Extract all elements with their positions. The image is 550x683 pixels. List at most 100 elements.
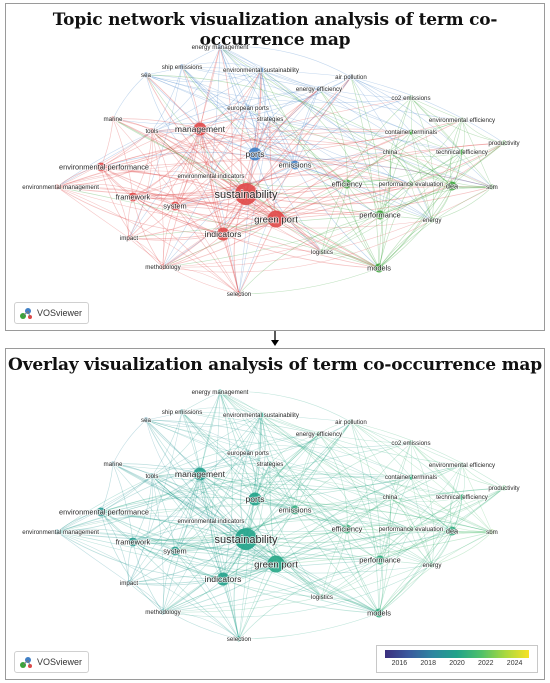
node-emissions[interactable] <box>290 505 300 515</box>
node-productivity[interactable] <box>501 140 507 146</box>
overlay-panel: Overlay visualization analysis of term c… <box>5 348 545 680</box>
node-environmental-indicators[interactable] <box>208 518 214 524</box>
node-emissions[interactable] <box>290 160 300 170</box>
node-environmental-efficiency[interactable] <box>459 117 465 123</box>
node-performance[interactable] <box>375 210 385 220</box>
node-indicators[interactable] <box>216 227 230 241</box>
node-energy-management[interactable] <box>217 44 223 50</box>
node-tools[interactable] <box>149 128 155 134</box>
node-efficiency[interactable] <box>342 524 352 534</box>
node-models[interactable] <box>374 608 384 618</box>
node-sbm[interactable] <box>489 184 495 190</box>
node-models[interactable] <box>374 263 384 273</box>
node-ship-emissions[interactable] <box>179 409 185 415</box>
node-european-ports[interactable] <box>245 105 251 111</box>
node-management[interactable] <box>193 122 207 136</box>
node-performance-evaluation[interactable] <box>408 181 414 187</box>
node-energy[interactable] <box>429 217 435 223</box>
node-ports[interactable] <box>248 147 262 161</box>
node-environmental-management[interactable] <box>54 529 60 535</box>
edge-co2-emissions-china <box>389 97 412 153</box>
label-china: china <box>383 494 398 501</box>
node-selection[interactable] <box>236 291 242 297</box>
node-energy-efficiency[interactable] <box>316 86 322 92</box>
edge-management-performance-evaluation <box>199 128 412 185</box>
node-sustainability[interactable] <box>235 183 257 205</box>
node-environmental-sustainability[interactable] <box>258 412 264 418</box>
node-china[interactable] <box>387 149 393 155</box>
node-methodology[interactable] <box>160 264 166 270</box>
node-environmental-efficiency[interactable] <box>459 462 465 468</box>
node-energy-management[interactable] <box>217 389 223 395</box>
node-strategies[interactable] <box>267 116 273 122</box>
node-sustainability[interactable] <box>235 528 257 550</box>
label-management: management <box>175 124 226 134</box>
node-environmental-performance[interactable] <box>96 507 106 517</box>
node-air-pollution[interactable] <box>348 419 354 425</box>
node-dea[interactable] <box>447 526 457 536</box>
node-tools[interactable] <box>149 473 155 479</box>
node-environmental-management[interactable] <box>54 184 60 190</box>
node-china[interactable] <box>387 494 393 500</box>
edge-methodology-performance-evaluation <box>162 528 412 613</box>
edge-environmental-performance-sustainability <box>100 511 247 540</box>
edge-emissions-energy-efficiency <box>294 433 320 511</box>
node-european-ports[interactable] <box>245 450 251 456</box>
node-green-port[interactable] <box>267 555 285 573</box>
node-methodology[interactable] <box>160 609 166 615</box>
node-impact[interactable] <box>126 235 132 241</box>
node-management[interactable] <box>193 467 207 481</box>
edge-tools-china <box>151 475 391 506</box>
node-technical-efficiency[interactable] <box>459 149 465 155</box>
node-container-terminals[interactable] <box>408 474 414 480</box>
node-green-port[interactable] <box>267 210 285 228</box>
edge-environmental-management-impact <box>56 531 130 584</box>
edge-marine-environmental-indicators <box>112 118 212 177</box>
node-strategies[interactable] <box>267 461 273 467</box>
node-productivity[interactable] <box>501 485 507 491</box>
edge-co2-emissions-technical-efficiency <box>410 442 463 498</box>
node-energy[interactable] <box>429 562 435 568</box>
overlay-network-map[interactable]: energy management ship emissions environme… <box>6 349 544 679</box>
node-air-pollution[interactable] <box>348 74 354 80</box>
node-container-terminals[interactable] <box>408 129 414 135</box>
node-ship-emissions[interactable] <box>179 64 185 70</box>
node-impact[interactable] <box>126 580 132 586</box>
edge-methodology-china <box>162 151 391 268</box>
node-co2-emissions[interactable] <box>408 440 414 446</box>
label-china: china <box>383 149 398 156</box>
node-marine[interactable] <box>110 116 116 122</box>
node-technical-efficiency[interactable] <box>459 494 465 500</box>
node-dea[interactable] <box>447 181 457 191</box>
node-system[interactable] <box>170 201 180 211</box>
node-framework[interactable] <box>128 192 138 202</box>
node-marine[interactable] <box>110 461 116 467</box>
node-environmental-indicators[interactable] <box>208 173 214 179</box>
node-environmental-performance[interactable] <box>96 162 106 172</box>
edge-performance-models <box>378 214 384 269</box>
edge-logistics-models <box>321 596 380 614</box>
node-ports[interactable] <box>248 492 262 506</box>
node-environmental-sustainability[interactable] <box>258 67 264 73</box>
node-efficiency[interactable] <box>342 179 352 189</box>
node-logistics[interactable] <box>319 249 325 255</box>
edge-management-indicators <box>199 473 224 580</box>
node-system[interactable] <box>170 546 180 556</box>
node-performance[interactable] <box>375 555 385 565</box>
node-framework[interactable] <box>128 537 138 547</box>
node-co2-emissions[interactable] <box>408 95 414 101</box>
node-selection[interactable] <box>236 636 242 642</box>
topic-network-map[interactable]: energy management ship emissions environme… <box>6 4 544 330</box>
node-logistics[interactable] <box>319 594 325 600</box>
node-sea[interactable] <box>143 417 149 423</box>
node-sea[interactable] <box>143 72 149 78</box>
node-sbm[interactable] <box>489 529 495 535</box>
node-energy-efficiency[interactable] <box>316 431 322 437</box>
edge-emissions-management <box>199 128 296 166</box>
edge-management-efficiency <box>199 128 348 185</box>
node-performance-evaluation[interactable] <box>408 526 414 532</box>
label-energy-efficiency: energy efficiency <box>296 86 343 93</box>
edge-management-selection <box>199 128 240 295</box>
node-indicators[interactable] <box>216 572 230 586</box>
edge-methodology-productivity <box>162 487 505 613</box>
